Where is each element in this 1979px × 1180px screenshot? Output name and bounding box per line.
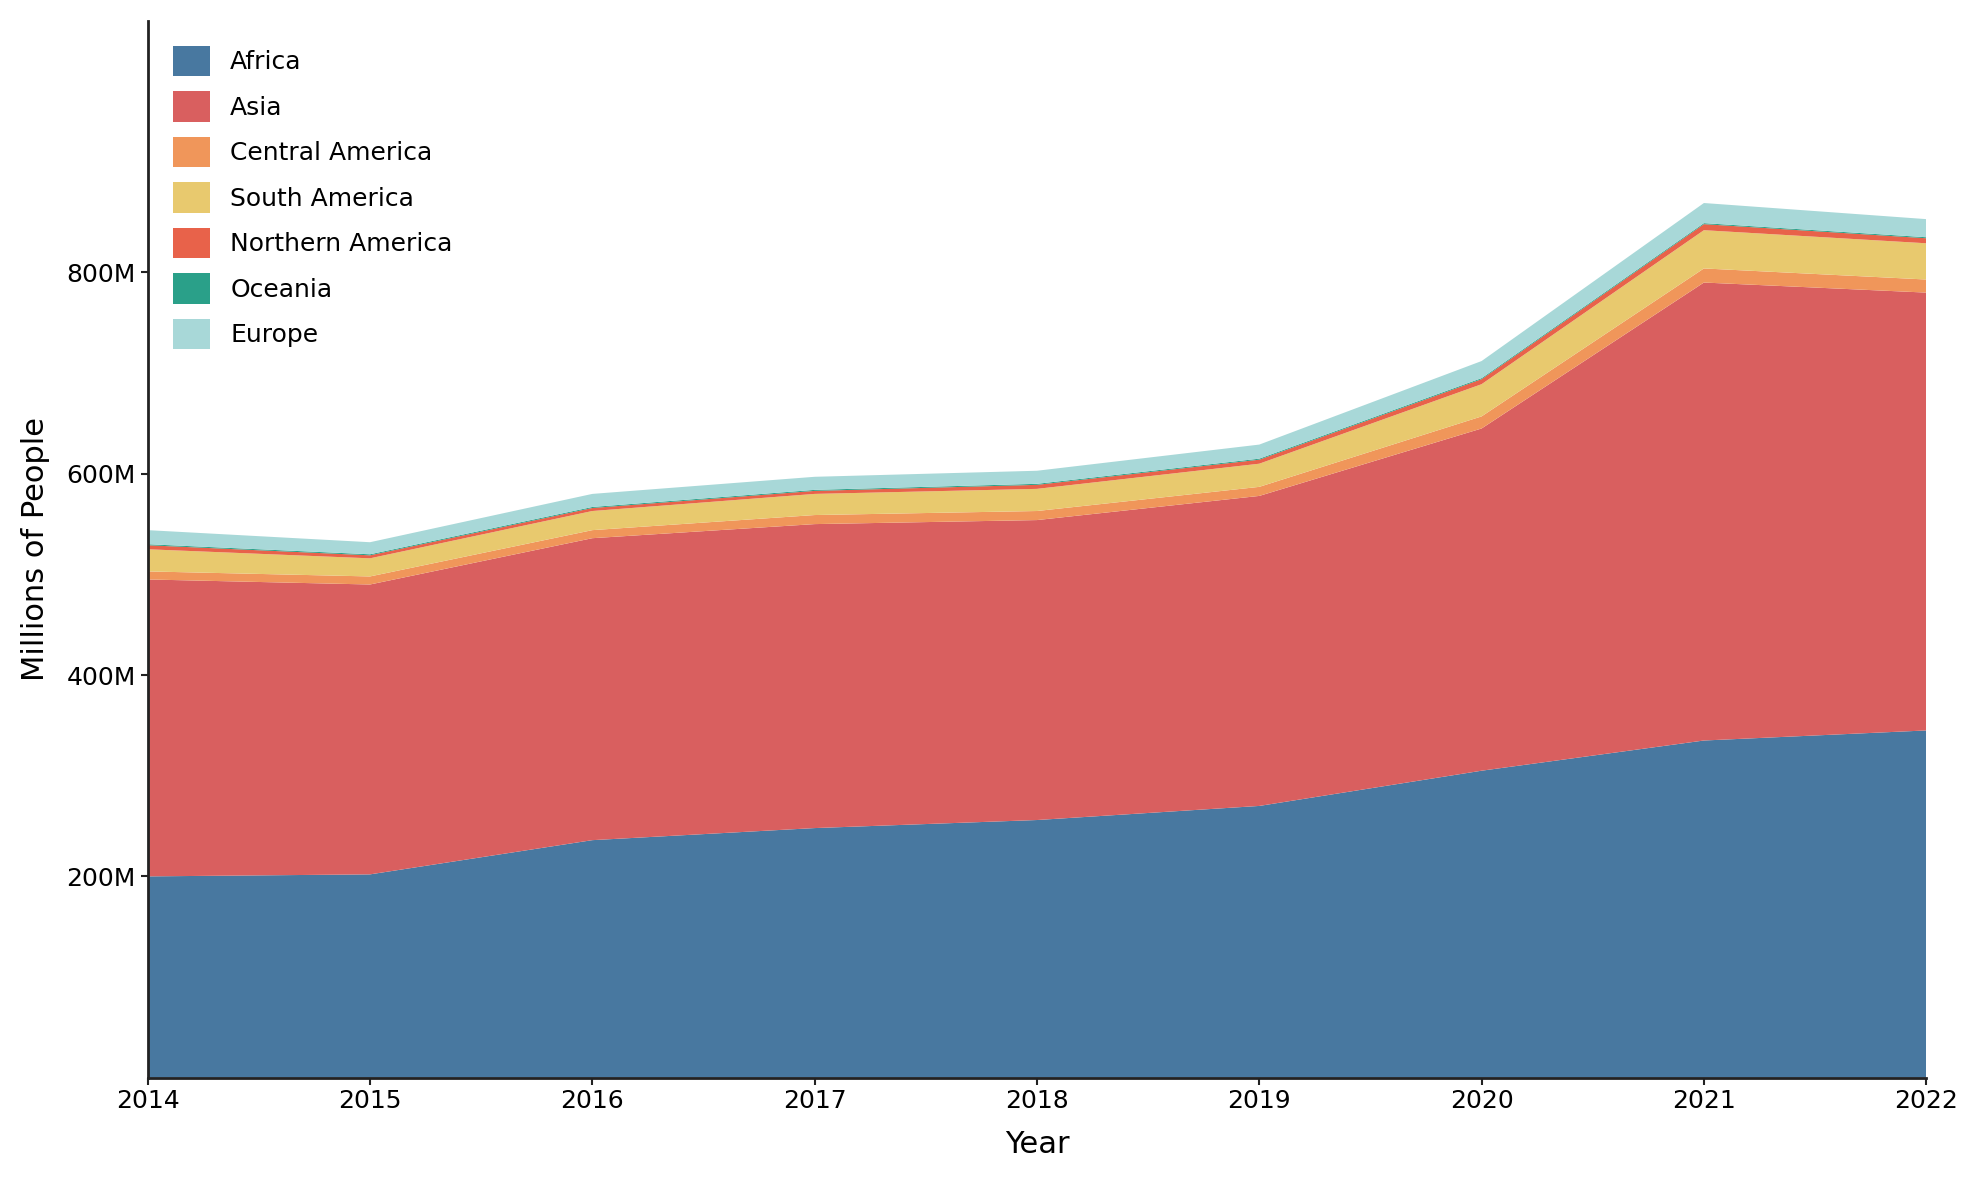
Legend: Africa, Asia, Central America, South America, Northern America, Oceania, Europe: Africa, Asia, Central America, South Ame… xyxy=(160,33,465,362)
X-axis label: Year: Year xyxy=(1005,1130,1069,1159)
Y-axis label: Millions of People: Millions of People xyxy=(22,418,49,681)
